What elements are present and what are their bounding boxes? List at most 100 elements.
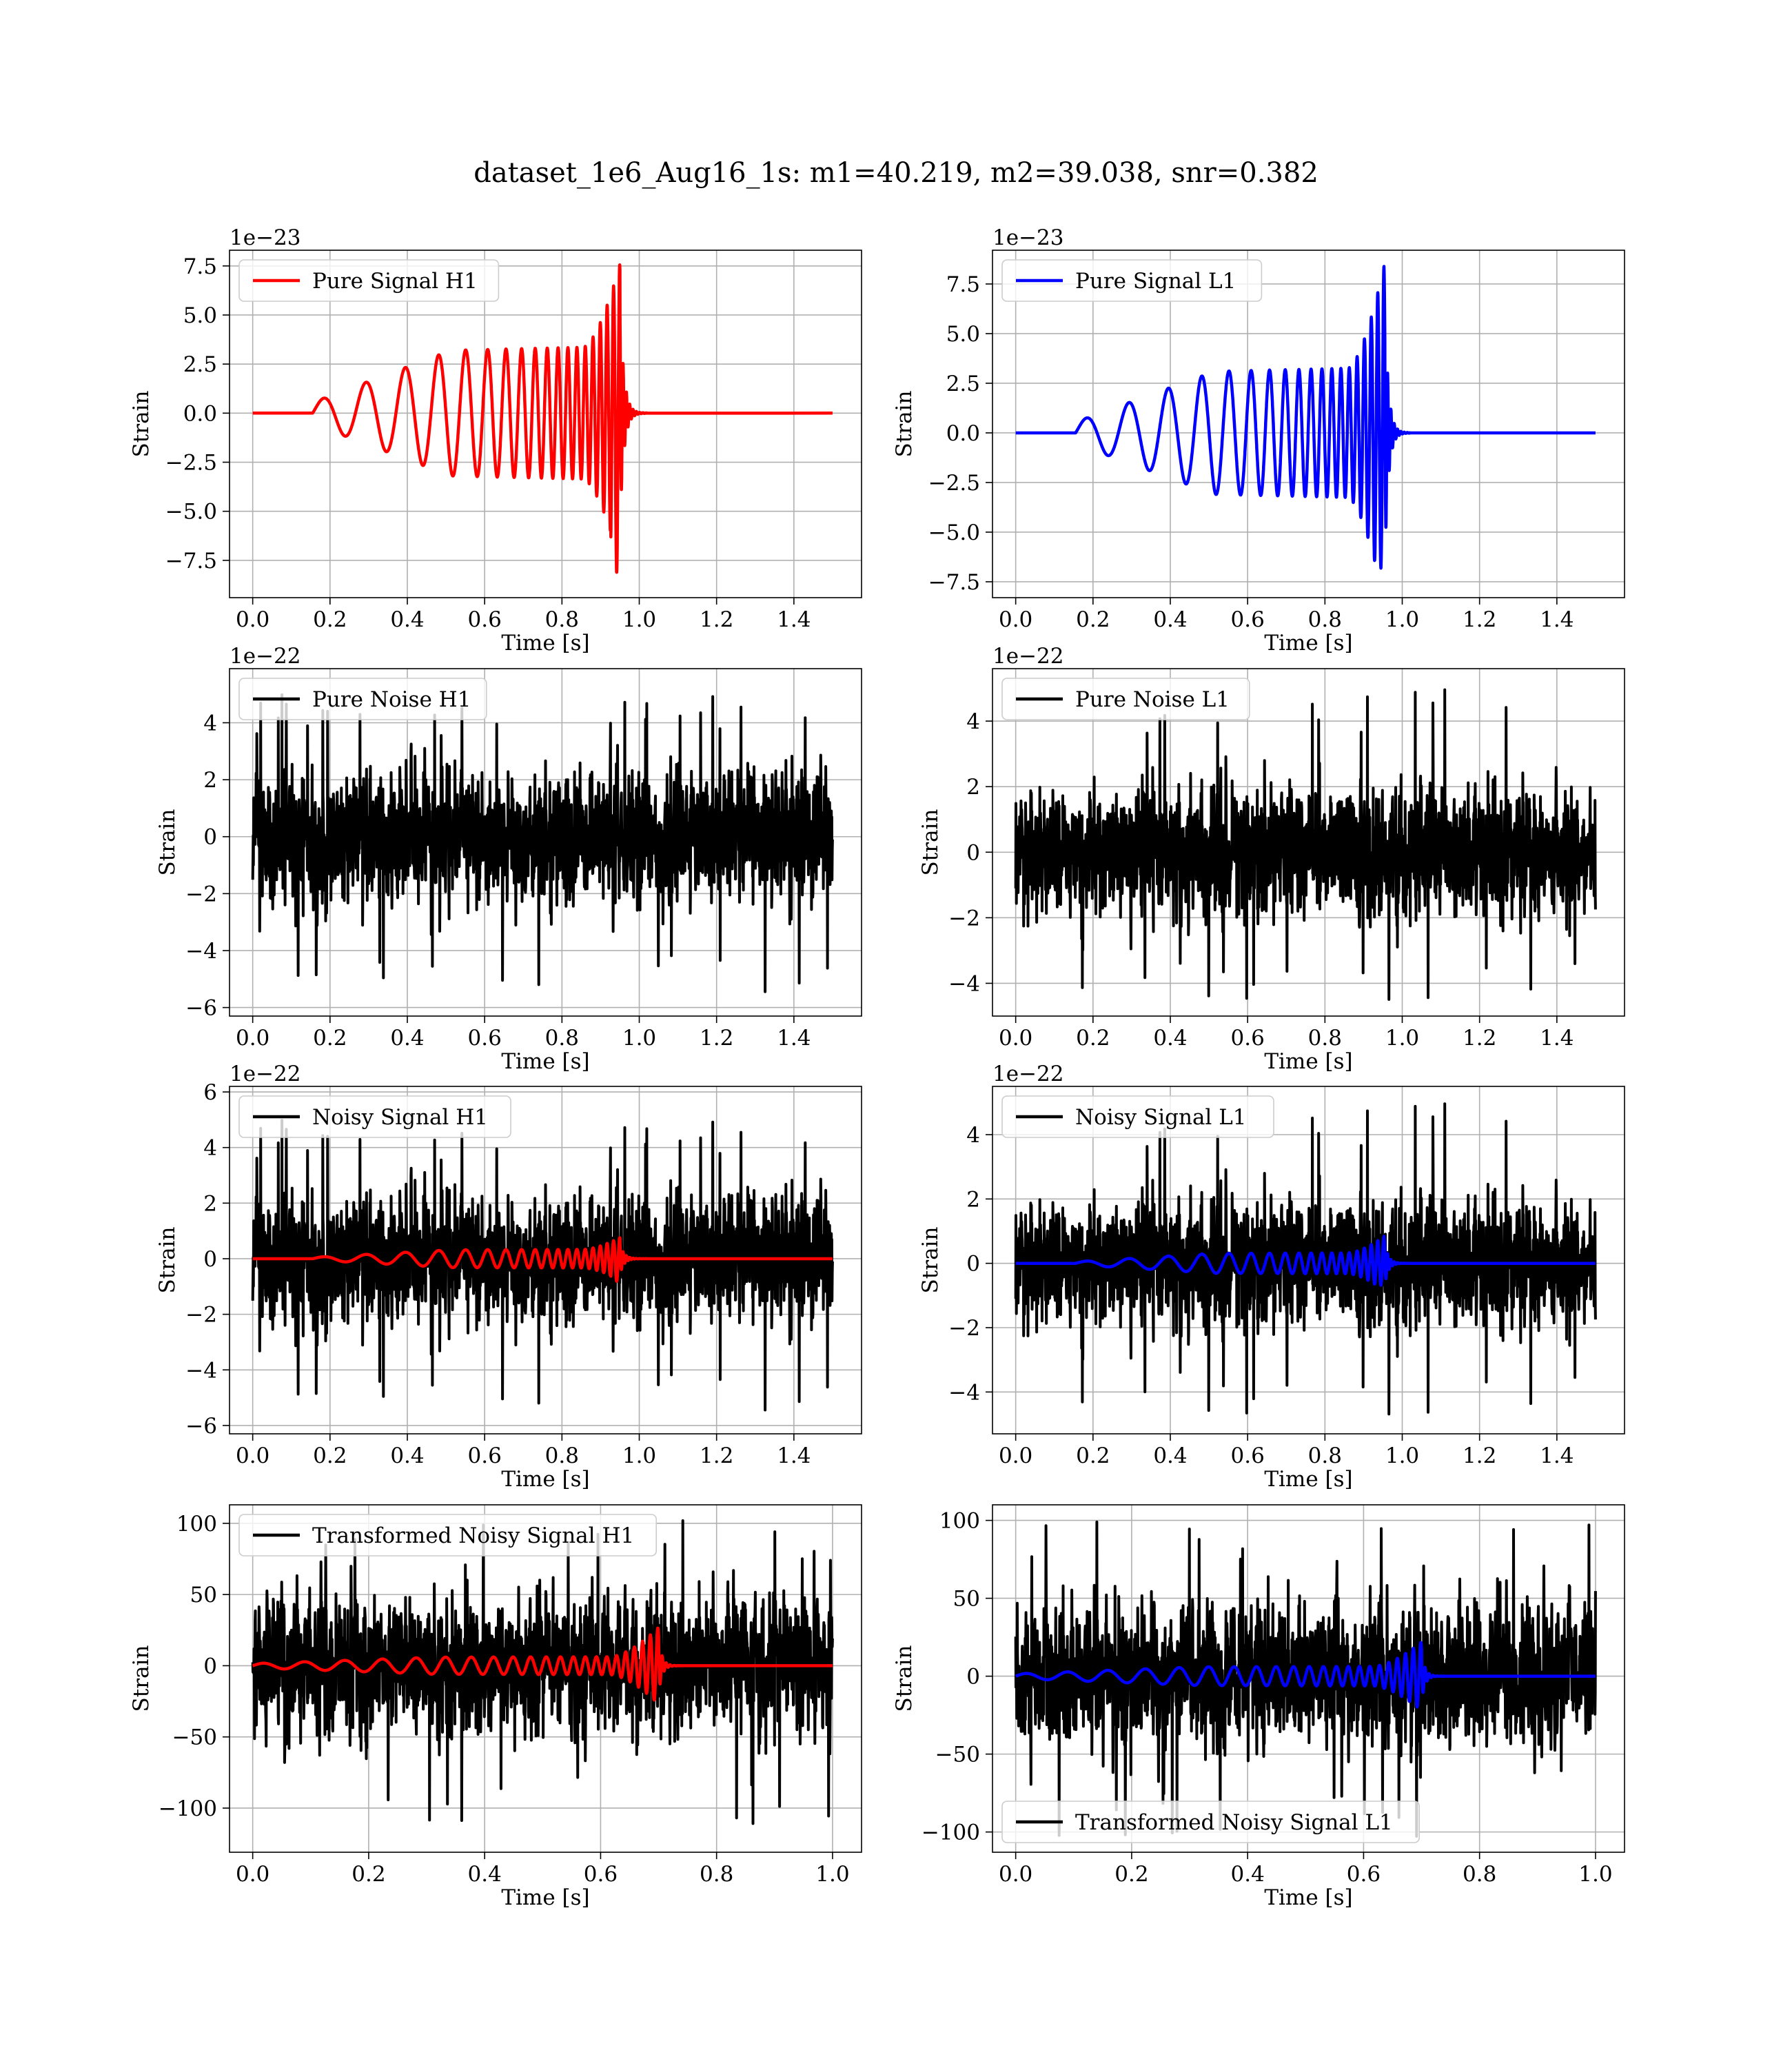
x-tick-label: 0.4 bbox=[390, 1026, 424, 1051]
x-axis-label: Time [s] bbox=[1264, 1885, 1352, 1910]
axis-offset-text: 1e−22 bbox=[992, 644, 1064, 669]
x-tick-label: 0.4 bbox=[1153, 1026, 1187, 1051]
y-tick-label: −2 bbox=[185, 1303, 217, 1328]
legend-box bbox=[238, 1514, 658, 1557]
y-tick-label: −6 bbox=[185, 996, 217, 1021]
x-axis-label: Time [s] bbox=[1264, 631, 1352, 656]
chart-transformed-noisy-signal-l1: 0.0 0.2 0.4 0.6 0.8 1.0 −100 −50 0 50 100 Time [s] S… bbox=[892, 1504, 1625, 1910]
y-tick-label: 50 bbox=[953, 1587, 980, 1612]
x-tick-label: 0.8 bbox=[700, 1862, 733, 1887]
axis-offset-text: 1e−23 bbox=[992, 225, 1064, 250]
x-tick-label: 0.8 bbox=[1308, 1443, 1342, 1468]
x-tick-label: 1.2 bbox=[1463, 1026, 1496, 1051]
axes-frame bbox=[229, 1504, 862, 1853]
y-tick-label: −5.0 bbox=[165, 500, 217, 525]
y-axis-label: Strain bbox=[918, 1227, 943, 1294]
y-tick-label: −2 bbox=[948, 906, 980, 931]
x-tick-label: 0.0 bbox=[236, 607, 269, 632]
x-tick-label: 1.0 bbox=[622, 607, 656, 632]
y-tick-label: 5.0 bbox=[946, 322, 980, 347]
legend-box bbox=[1001, 1095, 1274, 1138]
y-tick-label: −2.5 bbox=[165, 451, 217, 476]
series-group bbox=[251, 693, 834, 993]
axes-frame bbox=[229, 1086, 862, 1435]
legend-box bbox=[238, 1095, 511, 1138]
x-tick-label: 0.2 bbox=[313, 607, 347, 632]
x-tick-label: 0.4 bbox=[390, 1443, 424, 1468]
x-tick-label: 0.6 bbox=[1231, 607, 1265, 632]
axis-offset-text: 1e−22 bbox=[230, 644, 301, 669]
y-tick-label: 0.0 bbox=[946, 421, 980, 446]
y-tick-label: 2 bbox=[203, 1191, 217, 1216]
legend-label: Pure Noise H1 bbox=[312, 687, 471, 712]
y-tick-label: −4 bbox=[185, 1358, 217, 1383]
x-tick-label: 0.6 bbox=[1231, 1443, 1265, 1468]
chart-noisy-signal-h1: 0.0 0.2 0.4 0.6 0.8 1.0 1.2 1.4 −6 −4 −2 0 2 4 6 Time [… bbox=[155, 1062, 862, 1492]
axes-frame bbox=[992, 1504, 1625, 1853]
y-tick-label: 4 bbox=[966, 1123, 980, 1148]
x-tick-label: 0.8 bbox=[545, 1443, 579, 1468]
x-tick-label: 1.2 bbox=[1463, 1443, 1496, 1468]
series-line-transformed-noisy-signal-h1 bbox=[251, 1519, 834, 1825]
x-tick-label: 0.0 bbox=[999, 607, 1032, 632]
x-tick-label: 0.4 bbox=[390, 607, 424, 632]
series-line-pure-noise-h1 bbox=[251, 693, 834, 993]
axis-offset-text: 1e−23 bbox=[230, 225, 301, 250]
y-tick-label: 2.5 bbox=[946, 372, 980, 396]
legend-label: Noisy Signal L1 bbox=[1075, 1105, 1247, 1130]
y-tick-label: 2 bbox=[203, 768, 217, 793]
y-tick-label: −2 bbox=[948, 1316, 980, 1341]
legend: Noisy Signal H1 bbox=[238, 1095, 511, 1138]
x-tick-label: 1.4 bbox=[777, 607, 811, 632]
y-tick-label: 2.5 bbox=[183, 352, 217, 377]
legend: Pure Noise L1 bbox=[1001, 678, 1250, 720]
x-tick-label: 1.2 bbox=[700, 607, 733, 632]
legend: Transformed Noisy Signal H1 bbox=[238, 1514, 658, 1557]
series-group bbox=[1015, 265, 1596, 570]
x-axis-label: Time [s] bbox=[501, 631, 589, 656]
x-tick-label: 1.4 bbox=[1540, 1026, 1574, 1051]
x-axis-label: Time [s] bbox=[501, 1467, 589, 1492]
axes-frame bbox=[229, 250, 862, 598]
y-tick-label: −4 bbox=[948, 1380, 980, 1405]
y-tick-label: −4 bbox=[185, 939, 217, 964]
legend-label: Pure Noise L1 bbox=[1075, 687, 1230, 712]
x-tick-label: 1.0 bbox=[1385, 607, 1419, 632]
x-tick-label: 1.0 bbox=[815, 1862, 849, 1887]
x-axis-label: Time [s] bbox=[1264, 1049, 1352, 1074]
x-tick-label: 0.8 bbox=[545, 1026, 579, 1051]
y-tick-label: 7.5 bbox=[946, 272, 980, 297]
legend-box bbox=[1001, 678, 1250, 720]
y-axis-label: Strain bbox=[129, 391, 154, 458]
legend-box bbox=[238, 259, 500, 302]
y-tick-label: 0 bbox=[966, 840, 980, 865]
chart-pure-noise-l1: 0.0 0.2 0.4 0.6 0.8 1.0 1.2 1.4 −4 −2 0 2 4 Time [s] S… bbox=[918, 644, 1625, 1074]
axes-frame bbox=[229, 668, 862, 1017]
chart-pure-signal-h1: 0.0 0.2 0.4 0.6 0.8 1.0 1.2 1.4 −7.5 −5.0 −2.5 0.0 2… bbox=[129, 225, 862, 656]
x-tick-label: 0.4 bbox=[1153, 1443, 1187, 1468]
x-tick-label: 1.2 bbox=[700, 1026, 733, 1051]
x-tick-label: 0.2 bbox=[1076, 1026, 1110, 1051]
y-axis-label: Strain bbox=[129, 1645, 154, 1712]
y-tick-label: 5.0 bbox=[183, 303, 217, 328]
x-tick-label: 0.0 bbox=[999, 1862, 1032, 1887]
y-tick-label: −5.0 bbox=[928, 520, 980, 545]
y-tick-label: 4 bbox=[966, 709, 980, 734]
legend-box bbox=[1001, 259, 1263, 302]
y-tick-label: 0 bbox=[966, 1665, 980, 1690]
x-tick-label: 0.0 bbox=[236, 1026, 269, 1051]
y-tick-label: −2 bbox=[185, 882, 217, 906]
y-tick-label: 0 bbox=[203, 1247, 217, 1272]
series-line-h1-signal-overlay bbox=[251, 1626, 833, 1702]
x-tick-label: 0.6 bbox=[468, 607, 502, 632]
x-tick-label: 1.0 bbox=[1578, 1862, 1612, 1887]
y-tick-label: 7.5 bbox=[183, 254, 217, 279]
series-line-h1-signal-overlay bbox=[252, 1236, 833, 1283]
legend: Transformed Noisy Signal L1 bbox=[1001, 1801, 1421, 1843]
legend-box bbox=[1001, 1801, 1421, 1843]
legend-label: Pure Signal H1 bbox=[312, 269, 478, 294]
y-tick-label: 0 bbox=[203, 1654, 217, 1679]
y-axis-label: Strain bbox=[155, 1227, 180, 1294]
y-tick-label: −2.5 bbox=[928, 471, 980, 496]
